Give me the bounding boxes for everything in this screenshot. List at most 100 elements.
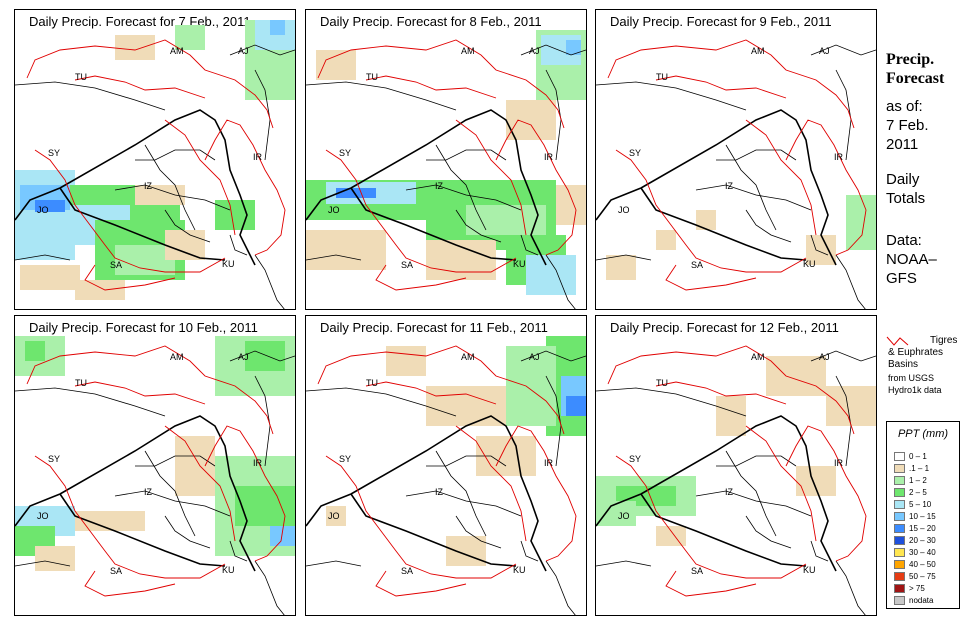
admin-border: [350, 415, 547, 572]
country-label: TU: [656, 378, 668, 388]
map-svg: AM AJ TU SY IR JO IZ SA KU: [596, 39, 876, 309]
coastline: [520, 350, 586, 362]
precip-cell: [566, 40, 581, 55]
legend-label: > 75: [909, 584, 925, 593]
coastline: [306, 254, 362, 261]
map-svg: AM AJ TU SY IR JO IZ SA KU: [596, 345, 876, 615]
country-label: AJ: [529, 46, 540, 56]
country-label: IZ: [725, 181, 734, 191]
basin-boundary: [785, 425, 867, 562]
precip-cell: [656, 230, 676, 250]
country-label: AJ: [238, 352, 249, 362]
country-label: SA: [691, 260, 703, 270]
country-label: KU: [222, 565, 235, 575]
country-label: TU: [75, 72, 87, 82]
admin-border: [596, 493, 642, 527]
legend-label: 30 – 40: [909, 548, 936, 557]
precip-cell: [566, 396, 586, 416]
admin-border: [640, 415, 837, 572]
admin-border: [306, 187, 352, 221]
precip-cell: [526, 255, 576, 295]
precip-cell: [215, 200, 255, 230]
admin-border: [229, 540, 248, 562]
country-label: JO: [328, 511, 340, 521]
data-label-3: GFS: [886, 270, 917, 287]
precip-cell: [270, 20, 285, 35]
country-label: IR: [834, 152, 844, 162]
admin-border: [144, 450, 196, 537]
admin-border: [15, 187, 61, 221]
coastline: [596, 560, 652, 567]
precip-cell: [426, 240, 496, 280]
admin-border: [596, 187, 642, 221]
country-label: IR: [544, 152, 554, 162]
precip-cell: [446, 536, 486, 566]
panel-title: Daily Precip. Forecast for 9 Feb., 2011: [610, 14, 832, 29]
coastline: [15, 254, 71, 261]
country-label: KU: [803, 259, 816, 269]
basin-legend-line3: Basins: [888, 359, 919, 370]
admin-border: [59, 187, 226, 261]
admin-border: [426, 455, 507, 467]
basin-boundary: [495, 119, 577, 256]
admin-border: [435, 450, 487, 537]
basin-boundary: [317, 39, 565, 129]
precip-cell: [556, 185, 586, 225]
precip-cell: [75, 280, 125, 300]
coastline: [596, 254, 652, 261]
country-label: TU: [366, 378, 378, 388]
precip-cell: [175, 436, 215, 496]
country-label: SY: [48, 148, 60, 158]
basin-boundary: [204, 119, 286, 256]
country-label: IZ: [435, 487, 444, 497]
admin-border: [59, 493, 226, 567]
coastline: [15, 560, 71, 567]
country-label: JO: [37, 511, 49, 521]
basin-legend-line5: Hydro1k data: [888, 385, 942, 395]
country-label: KU: [513, 259, 526, 269]
coastline: [229, 44, 295, 56]
legend-swatch: [894, 512, 905, 521]
legend-label: 15 – 20: [909, 524, 936, 533]
admin-border: [520, 234, 539, 256]
legend-label: 40 – 50: [909, 560, 936, 569]
country-label: JO: [618, 205, 630, 215]
admin-border: [455, 209, 502, 243]
country-label: TU: [366, 72, 378, 82]
precip-cell: [596, 501, 636, 526]
admin-border: [254, 254, 285, 309]
coastline: [596, 81, 747, 111]
country-label: KU: [222, 259, 235, 269]
map-svg: AM AJ TU SY IR JO IZ SA KU: [15, 20, 295, 309]
basin-legend-line2: & Euphrates: [888, 347, 944, 358]
admin-border: [405, 184, 522, 211]
admin-border: [254, 560, 285, 615]
panel-title: Daily Precip. Forecast for 8 Feb., 2011: [320, 14, 542, 29]
basin-boundary: [375, 570, 467, 597]
country-label: SA: [401, 566, 413, 576]
precip-cell: [336, 188, 376, 198]
admin-border: [520, 540, 539, 562]
precip-cell: [426, 386, 506, 426]
country-label: KU: [513, 565, 526, 575]
precip-cell: [506, 346, 556, 426]
map-panel-1: Daily Precip. Forecast for 7 Feb., 2011 …: [14, 9, 296, 310]
coastline: [15, 81, 166, 111]
basin-boundary: [455, 425, 527, 542]
precip-cell: [25, 341, 45, 361]
admin-border: [545, 375, 562, 467]
map-svg: AM AJ TU SY IR JO IZ SA KU: [306, 336, 586, 615]
basin-boundary: [164, 425, 236, 542]
coastline: [15, 387, 166, 417]
admin-border: [426, 149, 507, 161]
basin-boundary: [607, 39, 855, 129]
admin-border: [725, 144, 777, 231]
country-label: SA: [110, 260, 122, 270]
precip-cell: [716, 396, 746, 436]
legend-swatch: [894, 464, 905, 473]
map-panel-6: Daily Precip. Forecast for 12 Feb., 2011…: [595, 315, 877, 616]
country-label: AM: [170, 46, 184, 56]
admin-border: [835, 560, 866, 615]
admin-border: [350, 493, 517, 567]
legend-label: nodata: [909, 596, 934, 605]
